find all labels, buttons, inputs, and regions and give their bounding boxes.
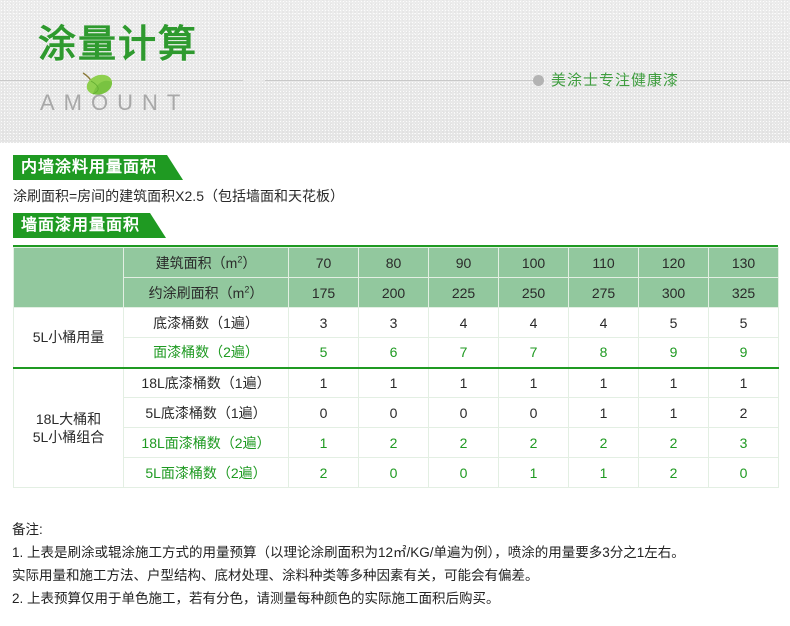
table-cell: 1 bbox=[638, 397, 709, 428]
table-cell: 90 bbox=[428, 247, 499, 278]
table-cell: 4 bbox=[568, 307, 639, 338]
table-cell: 1 bbox=[568, 397, 639, 428]
table-cell: 7 bbox=[498, 337, 569, 368]
table-cell: 4 bbox=[498, 307, 569, 338]
table-cell: 1 bbox=[428, 366, 499, 398]
table-cell: 3 bbox=[288, 307, 359, 338]
footnotes-title: 备注: bbox=[12, 522, 43, 537]
hero-divider-right bbox=[680, 80, 790, 81]
table-cell: 5 bbox=[638, 307, 709, 338]
table-header-row-building-area: 建筑面积（m2） 70 80 90 100 110 120 130 bbox=[13, 247, 779, 308]
table-cell: 0 bbox=[428, 457, 499, 488]
table-cell: 1 bbox=[568, 457, 639, 488]
header-label-building-area: 建筑面积（m2） bbox=[123, 247, 289, 278]
section-banner-wall-paint-usage: 墙面漆用量面积 bbox=[13, 213, 166, 238]
table-cell: 6 bbox=[358, 337, 429, 368]
row-label: 18L面漆桶数（2遍） bbox=[123, 427, 289, 458]
row-label: 5L底漆桶数（1遍） bbox=[123, 397, 289, 428]
footnote-line-2: 实际用量和施工方法、户型结构、底材处理、涂料种类等多种因素有关，可能会有偏差。 bbox=[12, 568, 539, 583]
row-label: 18L底漆桶数（1遍） bbox=[123, 366, 289, 398]
table-cell: 1 bbox=[498, 457, 569, 488]
table-cell: 0 bbox=[498, 397, 569, 428]
table-cell: 2 bbox=[288, 457, 359, 488]
table-cell: 4 bbox=[428, 307, 499, 338]
footnotes: 备注: 1. 上表是刷涂或辊涂施工方式的用量预算（以理论涂刷面积为12㎡/KG/… bbox=[12, 518, 782, 610]
table-cell: 250 bbox=[498, 277, 569, 308]
table-cell: 9 bbox=[708, 337, 779, 368]
table-cell: 1 bbox=[498, 366, 569, 398]
brand-slogan: 美涂士专注健康漆 bbox=[551, 72, 680, 89]
table-cell: 2 bbox=[568, 427, 639, 458]
paint-usage-table: 建筑面积（m2） 70 80 90 100 110 120 130 约涂刷面积（… bbox=[13, 247, 779, 488]
table-row: 18L大桶和 5L小桶组合 18L底漆桶数（1遍） 1 1 1 1 1 1 1 bbox=[13, 366, 779, 488]
header-label-paint-area: 约涂刷面积（m2） bbox=[123, 277, 289, 308]
table-cell: 3 bbox=[358, 307, 429, 338]
formula-note: 涂刷面积=房间的建筑面积X2.5（包括墙面和天花板） bbox=[13, 188, 344, 204]
table-cell: 275 bbox=[568, 277, 639, 308]
table-cell: 0 bbox=[358, 397, 429, 428]
table-cell: 2 bbox=[358, 427, 429, 458]
table-cell: 8 bbox=[568, 337, 639, 368]
table-cell: 80 bbox=[358, 247, 429, 278]
row-label: 面漆桶数（2遍） bbox=[123, 337, 289, 368]
table-cell: 225 bbox=[428, 277, 499, 308]
table-cell: 200 bbox=[358, 277, 429, 308]
table-row: 5L小桶用量 底漆桶数（1遍） 3 3 4 4 4 5 5 bbox=[13, 307, 779, 368]
table-cell: 1 bbox=[288, 366, 359, 398]
table-cell: 3 bbox=[708, 427, 779, 458]
hero-divider-left bbox=[0, 80, 243, 81]
footnote-line-1: 1. 上表是刷涂或辊涂施工方式的用量预算（以理论涂刷面积为12㎡/KG/单遍为例… bbox=[12, 545, 685, 560]
table-row: 5L底漆桶数（1遍） 0 0 0 0 1 1 2 bbox=[14, 397, 779, 428]
table-cell: 2 bbox=[498, 427, 569, 458]
footnote-line-3: 2. 上表预算仅用于单色施工，若有分色，请测量每种颜色的实际施工面积后购买。 bbox=[12, 591, 500, 606]
hero-divider-middle bbox=[265, 80, 535, 81]
table-cell: 300 bbox=[638, 277, 709, 308]
table-cell: 1 bbox=[708, 366, 779, 398]
table-cell: 1 bbox=[288, 427, 359, 458]
hero-banner: 涂量计算 AMOUNT 美涂士专注健康漆 bbox=[0, 0, 790, 143]
table-cell: 2 bbox=[708, 397, 779, 428]
group-label-18l-and-5l-combo: 18L大桶和 5L小桶组合 bbox=[13, 366, 124, 488]
table-row: 5L面漆桶数（2遍） 2 0 0 1 1 2 0 bbox=[14, 457, 779, 488]
table-cell: 70 bbox=[288, 247, 359, 278]
table-cell: 0 bbox=[428, 397, 499, 428]
slogan-bullet-icon bbox=[533, 75, 544, 86]
table-cell: 2 bbox=[638, 457, 709, 488]
table-cell: 100 bbox=[498, 247, 569, 278]
table-cell: 2 bbox=[638, 427, 709, 458]
table-cell: 1 bbox=[358, 366, 429, 398]
table-cell: 130 bbox=[708, 247, 779, 278]
table-cell: 0 bbox=[358, 457, 429, 488]
table-header-row-paint-area: 约涂刷面积（m2） 175 200 225 250 275 300 325 bbox=[14, 277, 779, 308]
page-subtitle: AMOUNT bbox=[40, 90, 190, 115]
table-cell: 0 bbox=[288, 397, 359, 428]
superscript-two: 2 bbox=[244, 283, 250, 294]
header-corner-cell bbox=[13, 247, 124, 308]
table-cell: 9 bbox=[638, 337, 709, 368]
table-cell: 5 bbox=[708, 307, 779, 338]
table-cell: 0 bbox=[708, 457, 779, 488]
table-cell: 5 bbox=[288, 337, 359, 368]
row-label: 底漆桶数（1遍） bbox=[123, 307, 289, 338]
group-label-5l-small-bucket: 5L小桶用量 bbox=[13, 307, 124, 368]
table-cell: 1 bbox=[638, 366, 709, 398]
table-cell: 120 bbox=[638, 247, 709, 278]
table-row: 18L面漆桶数（2遍） 1 2 2 2 2 2 3 bbox=[14, 427, 779, 458]
section-banner-interior-wall-paint: 内墙涂料用量面积 bbox=[13, 155, 183, 180]
paint-usage-table-wrapper: 建筑面积（m2） 70 80 90 100 110 120 130 约涂刷面积（… bbox=[13, 245, 779, 488]
table-cell: 110 bbox=[568, 247, 639, 278]
table-cell: 325 bbox=[708, 277, 779, 308]
superscript-two: 2 bbox=[237, 253, 243, 264]
page-title: 涂量计算 bbox=[38, 24, 199, 66]
table-row: 面漆桶数（2遍） 5 6 7 7 8 9 9 bbox=[14, 337, 779, 368]
table-cell: 175 bbox=[288, 277, 359, 308]
row-label: 5L面漆桶数（2遍） bbox=[123, 457, 289, 488]
table-cell: 1 bbox=[568, 366, 639, 398]
leaf-icon bbox=[82, 72, 113, 95]
table-cell: 7 bbox=[428, 337, 499, 368]
table-cell: 2 bbox=[428, 427, 499, 458]
